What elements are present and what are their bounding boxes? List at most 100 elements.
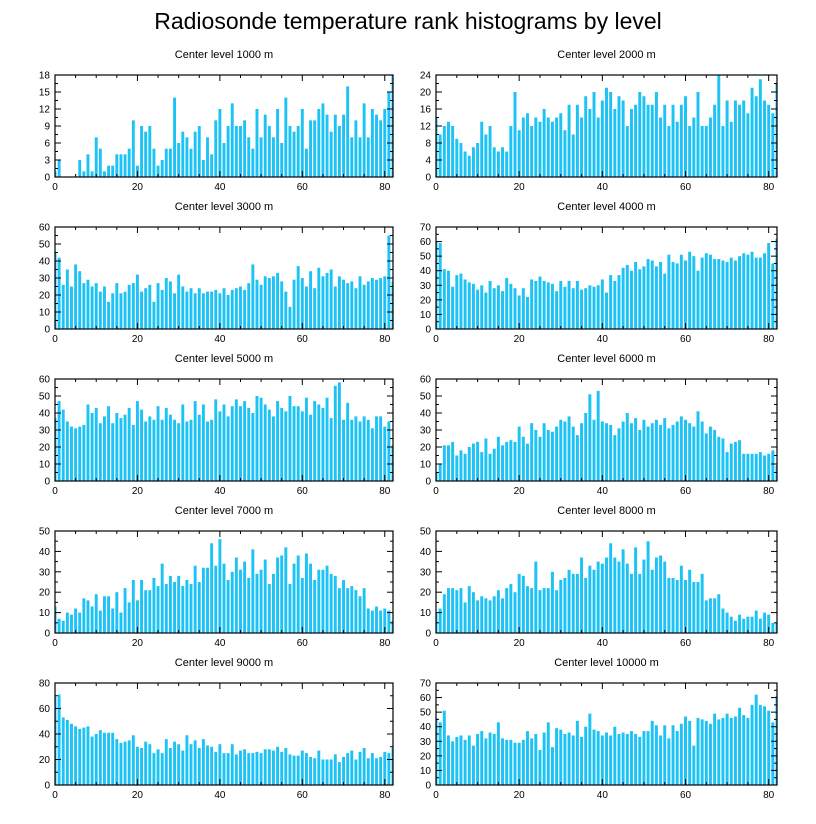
- bar: [148, 590, 152, 633]
- bar: [210, 291, 214, 329]
- bar: [600, 421, 604, 481]
- bar: [501, 147, 505, 177]
- bar: [436, 717, 438, 785]
- bar: [387, 235, 391, 329]
- bar: [304, 753, 308, 786]
- bar: [288, 126, 292, 177]
- bar: [98, 730, 102, 785]
- bar: [501, 291, 505, 329]
- panel-title: Center level 8000 m: [557, 505, 655, 517]
- bar: [571, 573, 575, 633]
- bar: [317, 267, 321, 329]
- bar: [642, 559, 646, 633]
- bar: [325, 272, 329, 329]
- bar: [459, 450, 463, 481]
- bar: [391, 748, 393, 785]
- bar: [272, 416, 275, 481]
- bar: [337, 762, 341, 785]
- bar: [152, 753, 156, 786]
- x-tick-label: 20: [132, 182, 144, 193]
- bar: [350, 586, 354, 633]
- panel-7: 0 20 40 60 80 0 10 20 30 40 50 Center level 7000 m: [39, 505, 394, 649]
- x-tick-label: 40: [597, 182, 609, 193]
- bar: [609, 424, 613, 481]
- bar: [263, 114, 267, 177]
- bar: [738, 104, 742, 177]
- y-tick-label: 10: [420, 608, 432, 619]
- bar: [667, 428, 671, 481]
- bar: [588, 565, 592, 633]
- bar: [538, 276, 542, 329]
- bar: [763, 100, 767, 177]
- x-tick-label: 40: [214, 638, 226, 649]
- bar: [459, 588, 463, 633]
- bar: [492, 448, 496, 481]
- bar: [550, 431, 554, 481]
- bar: [173, 97, 176, 177]
- bar: [107, 732, 111, 785]
- bar: [354, 416, 358, 481]
- bar: [218, 109, 222, 177]
- bar: [480, 596, 484, 633]
- bar: [214, 565, 218, 633]
- bar: [284, 97, 288, 177]
- bar: [609, 543, 613, 633]
- bar: [717, 75, 721, 177]
- bar: [127, 602, 131, 633]
- x-tick-label: 80: [763, 334, 775, 345]
- bar: [201, 567, 205, 633]
- y-tick-label: 10: [420, 460, 432, 471]
- bar: [654, 266, 658, 329]
- bar: [177, 143, 181, 177]
- bar: [692, 117, 696, 177]
- bar: [189, 419, 193, 481]
- bar: [127, 740, 131, 786]
- bar: [754, 257, 758, 329]
- bar: [530, 738, 534, 785]
- bar: [280, 143, 284, 177]
- bar: [321, 759, 325, 785]
- x-tick-label: 80: [379, 334, 391, 345]
- bar: [671, 261, 675, 329]
- x-tick-label: 40: [597, 486, 609, 497]
- y-tick-label: 10: [420, 766, 432, 777]
- bar: [621, 100, 625, 177]
- bar: [354, 120, 358, 177]
- x-tick-label: 40: [597, 334, 609, 345]
- y-tick-label: 50: [39, 240, 51, 251]
- bar: [559, 419, 563, 481]
- y-tick-label: 30: [420, 426, 432, 437]
- bar: [168, 414, 172, 481]
- bar: [663, 104, 667, 177]
- bar: [696, 270, 700, 329]
- bar: [226, 416, 230, 481]
- bar: [700, 573, 704, 633]
- bar: [358, 137, 362, 177]
- bar: [350, 750, 354, 785]
- bar: [642, 731, 646, 785]
- bar: [733, 716, 737, 785]
- bar: [243, 289, 247, 329]
- bar: [135, 600, 139, 633]
- bar: [74, 608, 78, 633]
- bar: [296, 755, 300, 785]
- bar: [94, 594, 98, 633]
- x-tick-label: 60: [680, 334, 692, 345]
- bar: [119, 293, 123, 329]
- bar: [156, 283, 160, 329]
- bar: [309, 271, 313, 329]
- bar: [754, 694, 758, 785]
- bar: [144, 741, 148, 785]
- bar: [584, 726, 588, 785]
- bar: [313, 579, 317, 633]
- y-tick-label: 30: [39, 426, 51, 437]
- bar: [366, 137, 370, 177]
- panel-3: 0 20 40 60 80 0 10 20 30 40 50 60 Center level 3000 …: [39, 201, 394, 345]
- bar: [592, 92, 596, 177]
- bar: [90, 171, 94, 177]
- bar: [613, 557, 617, 633]
- bar: [131, 424, 135, 481]
- bar: [276, 557, 280, 633]
- bar: [575, 573, 579, 633]
- bar: [596, 117, 600, 177]
